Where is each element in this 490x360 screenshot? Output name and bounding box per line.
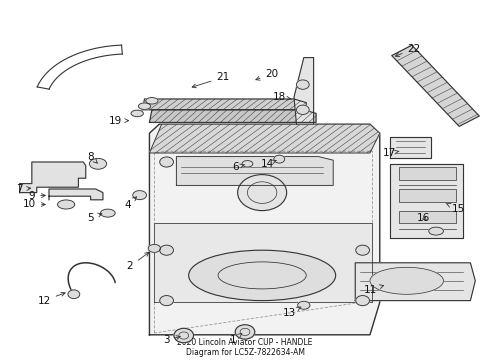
Ellipse shape bbox=[146, 98, 158, 104]
Circle shape bbox=[296, 105, 309, 114]
Circle shape bbox=[68, 290, 80, 298]
Text: 8: 8 bbox=[87, 152, 98, 163]
Text: 1: 1 bbox=[229, 334, 242, 345]
Text: 3: 3 bbox=[163, 335, 180, 345]
Ellipse shape bbox=[429, 227, 443, 235]
Circle shape bbox=[160, 157, 173, 167]
Text: 2: 2 bbox=[126, 252, 149, 271]
Polygon shape bbox=[149, 110, 316, 122]
FancyBboxPatch shape bbox=[399, 189, 456, 202]
Ellipse shape bbox=[138, 103, 151, 109]
Text: 11: 11 bbox=[363, 285, 384, 295]
Text: 13: 13 bbox=[282, 307, 301, 318]
Text: 2020 Lincoln Aviator CUP - HANDLE
Diagram for LC5Z-7822634-AM: 2020 Lincoln Aviator CUP - HANDLE Diagra… bbox=[177, 338, 313, 357]
Polygon shape bbox=[392, 45, 479, 126]
Text: 19: 19 bbox=[108, 116, 128, 126]
Circle shape bbox=[235, 325, 255, 339]
Ellipse shape bbox=[297, 301, 310, 309]
FancyBboxPatch shape bbox=[399, 167, 456, 180]
Polygon shape bbox=[390, 137, 431, 158]
Ellipse shape bbox=[370, 267, 443, 294]
Text: 9: 9 bbox=[28, 191, 45, 201]
Polygon shape bbox=[176, 157, 333, 185]
Polygon shape bbox=[142, 99, 306, 110]
Text: 22: 22 bbox=[395, 44, 421, 57]
Text: 15: 15 bbox=[446, 203, 465, 214]
Text: 20: 20 bbox=[256, 69, 278, 80]
Ellipse shape bbox=[89, 158, 107, 169]
Text: 14: 14 bbox=[260, 159, 276, 169]
Ellipse shape bbox=[57, 200, 74, 209]
Text: 4: 4 bbox=[124, 197, 137, 210]
Text: 16: 16 bbox=[417, 213, 431, 223]
Text: 17: 17 bbox=[383, 148, 399, 158]
Polygon shape bbox=[355, 263, 475, 301]
Text: 10: 10 bbox=[23, 199, 45, 210]
Text: 6: 6 bbox=[232, 162, 244, 172]
Circle shape bbox=[160, 245, 173, 255]
Circle shape bbox=[160, 296, 173, 306]
Polygon shape bbox=[49, 189, 103, 200]
Polygon shape bbox=[149, 124, 380, 153]
Polygon shape bbox=[149, 124, 380, 335]
Ellipse shape bbox=[274, 155, 285, 163]
Text: 7: 7 bbox=[16, 184, 30, 194]
Text: 5: 5 bbox=[87, 213, 102, 223]
Polygon shape bbox=[20, 162, 86, 193]
Ellipse shape bbox=[133, 191, 147, 199]
Text: 21: 21 bbox=[192, 72, 230, 88]
Ellipse shape bbox=[242, 161, 253, 167]
Polygon shape bbox=[294, 58, 314, 124]
Circle shape bbox=[296, 80, 309, 89]
Ellipse shape bbox=[148, 244, 161, 252]
Ellipse shape bbox=[189, 250, 336, 301]
Circle shape bbox=[356, 245, 369, 255]
Text: 18: 18 bbox=[272, 92, 292, 102]
Polygon shape bbox=[154, 223, 372, 302]
Ellipse shape bbox=[131, 110, 143, 117]
Circle shape bbox=[238, 175, 287, 211]
Circle shape bbox=[174, 328, 194, 343]
Ellipse shape bbox=[100, 209, 115, 217]
Text: 12: 12 bbox=[37, 292, 65, 306]
Polygon shape bbox=[390, 164, 463, 238]
FancyBboxPatch shape bbox=[399, 211, 456, 223]
Circle shape bbox=[356, 296, 369, 306]
